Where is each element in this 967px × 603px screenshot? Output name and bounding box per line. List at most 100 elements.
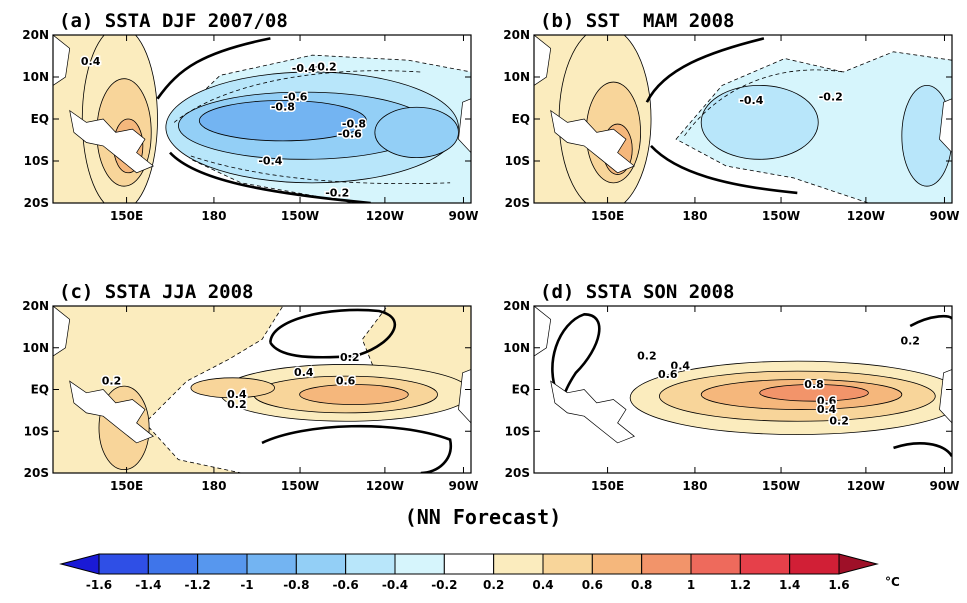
colorbar-arrow-low xyxy=(59,553,100,575)
colorbar-label: -0.8 xyxy=(283,578,309,592)
land-outline xyxy=(53,306,471,444)
lat-tick-label: 20S xyxy=(24,466,49,480)
lon-tick-label: 180 xyxy=(201,209,226,223)
lon-tick-label: 90W xyxy=(449,209,479,223)
lat-tick-label: 10S xyxy=(24,424,49,438)
anomaly-contour xyxy=(198,100,367,142)
contour-label: -0.6 xyxy=(338,127,362,140)
lat-tick-label: 10N xyxy=(503,341,530,355)
lon-tick-label: 150E xyxy=(110,209,143,223)
lon-tick-label: 150W xyxy=(762,479,800,493)
anomaly-contour xyxy=(190,377,275,399)
colorbar-label: -1.2 xyxy=(185,578,211,592)
contour-label: 0.4 xyxy=(671,359,691,372)
map-panel-2: -0.4 -0.2 20N 10N EQ 10S 20S 150E 180 150W 120W 90W… xyxy=(503,10,959,223)
contour-label: 0.4 xyxy=(227,388,247,401)
colorbar-swatch xyxy=(246,553,297,575)
colorbar-label: -1.6 xyxy=(86,578,112,592)
colorbar-label: 1.6 xyxy=(828,578,849,592)
colorbar-label: -0.4 xyxy=(382,578,408,592)
colorbar-swatch xyxy=(197,553,248,575)
map-panel-4: 0.20.20.40.60.80.60.40.220N10NEQ10S20S15… xyxy=(503,281,960,493)
panel-field xyxy=(534,306,952,473)
lon-tick-label: 180 xyxy=(201,479,226,493)
colorbar-label: 0.6 xyxy=(582,578,603,592)
contour-label: 0.6 xyxy=(817,395,837,408)
lat-tick-label: EQ xyxy=(512,383,530,397)
lon-tick-label: 180 xyxy=(682,479,707,493)
lon-tick-label: 150E xyxy=(110,479,143,493)
contour-label: -0.2 xyxy=(819,91,843,104)
contour-label: -0.8 xyxy=(342,117,366,130)
anomaly-contour xyxy=(374,106,459,159)
lat-tick-label: 20S xyxy=(505,196,530,210)
contour-label: -0.6 xyxy=(283,91,307,104)
lat-tick-label: 10S xyxy=(505,154,530,168)
contour-label: 0.2 xyxy=(900,334,920,347)
colorbar-label: -0.6 xyxy=(333,578,359,592)
colorbar-label: 0.8 xyxy=(631,578,652,592)
contour-label: 0.2 xyxy=(340,351,360,364)
lat-tick-label: 20N xyxy=(22,28,49,42)
colorbar-swatch xyxy=(542,553,593,575)
dashed-contour xyxy=(173,70,451,185)
contour-label: 0.2 xyxy=(227,398,247,411)
lon-tick-label: 150E xyxy=(591,479,624,493)
lat-tick-label: 10S xyxy=(24,154,49,168)
zero-contour xyxy=(645,37,798,195)
colorbar-label: 1.4 xyxy=(779,578,800,592)
zero-contour xyxy=(156,37,371,203)
contour-label: 0.2 xyxy=(829,415,849,428)
colorbar-swatch xyxy=(789,553,840,575)
colorbar-swatch xyxy=(345,553,396,575)
panel-title: (a) SSTA DJF 2007/08 xyxy=(59,10,288,32)
colorbar-unit: °C xyxy=(885,575,900,589)
anomaly-contour xyxy=(901,85,952,187)
lon-tick-label: 150W xyxy=(281,479,319,493)
lat-tick-label: 20N xyxy=(503,299,530,313)
contour-label: 0.2 xyxy=(102,374,122,387)
lon-tick-label: 90W xyxy=(930,479,960,493)
panel-field xyxy=(534,35,952,203)
lat-tick-label: 20N xyxy=(503,28,530,42)
colorbar-swatch xyxy=(394,553,445,575)
anomaly-contour xyxy=(700,85,819,160)
colorbar-label: 1.2 xyxy=(730,578,751,592)
contour-label: -0.8 xyxy=(271,101,295,114)
lat-tick-label: 20S xyxy=(505,466,530,480)
contour-label: -0.2 xyxy=(313,60,337,73)
colorbar-swatch xyxy=(690,553,741,575)
panel-title: (c) SSTA JJA 2008 xyxy=(59,281,253,303)
colorbar-label: 1 xyxy=(687,578,695,592)
panel-field xyxy=(53,306,471,473)
contour-label: -0.4 xyxy=(258,154,282,167)
contour-label: 0.4 xyxy=(294,366,314,379)
lon-tick-label: 150W xyxy=(281,209,319,223)
lat-tick-label: 20S xyxy=(24,196,49,210)
colorbar-label: -1.4 xyxy=(135,578,161,592)
land-outline xyxy=(534,35,952,174)
lon-tick-label: 150W xyxy=(762,209,800,223)
contour-label: 0.8 xyxy=(804,378,824,391)
contour-label: 0.6 xyxy=(658,368,678,381)
anomaly-contour xyxy=(299,384,409,405)
contour-label: 0.4 xyxy=(817,403,837,416)
lon-tick-label: 120W xyxy=(366,479,404,493)
dashed-contour xyxy=(684,69,844,137)
colorbar-swatch xyxy=(739,553,791,575)
panel-title: (d) SSTA SON 2008 xyxy=(540,281,734,303)
colorbar-label: -0.2 xyxy=(431,578,457,592)
lat-tick-label: 10N xyxy=(22,70,49,84)
panel-title: (b) SST MAM 2008 xyxy=(540,10,734,32)
land-outline xyxy=(53,35,471,174)
colorbar-arrow-high xyxy=(838,553,879,575)
panel-field xyxy=(53,35,471,203)
contour-label: 0.2 xyxy=(637,349,657,362)
forecast-label: (NN Forecast) xyxy=(405,505,562,529)
colorbar-swatch xyxy=(147,553,199,575)
map-panel-1: 0.4 -0.2-0.6-0.8-0.4-0.8-0.6-0.4-0.220N10… xyxy=(22,10,478,223)
lat-tick-label: 20N xyxy=(22,299,49,313)
anomaly-contour xyxy=(759,384,869,402)
